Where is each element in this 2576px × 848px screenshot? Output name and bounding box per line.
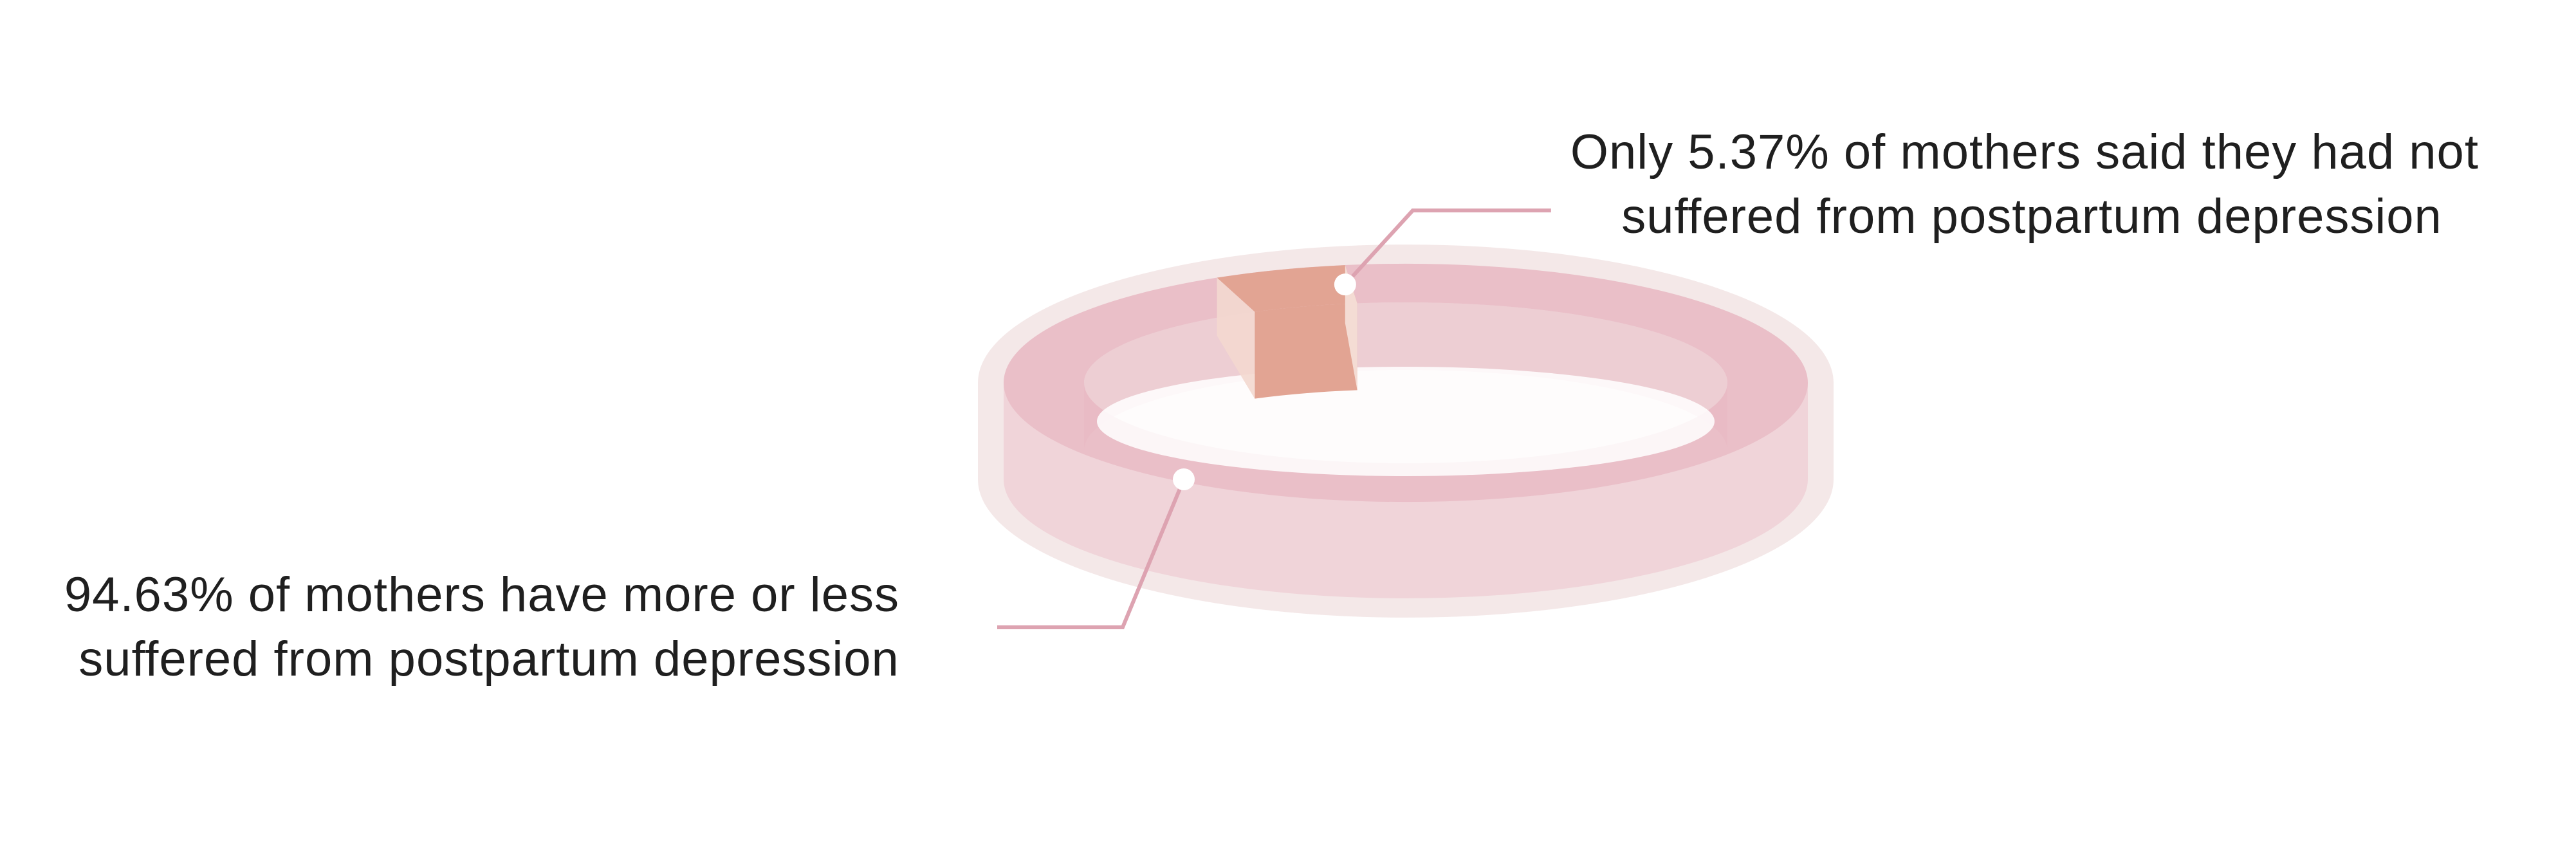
ring-outer-wall — [1004, 383, 1808, 598]
ring-hole — [1097, 367, 1715, 476]
callout-main-line-1: 94.63% of mothers have more or less — [64, 567, 899, 622]
slice-highlight-top — [1217, 265, 1357, 312]
leader-line-main — [997, 478, 1186, 629]
callout-main-line-2: suffered from postpartum depression — [78, 632, 899, 687]
slice-highlight-front — [1255, 303, 1357, 399]
callout-label-highlighted: Only 5.37% of mothers said they had not … — [1570, 125, 2493, 244]
leader-dot-main — [1173, 468, 1195, 490]
leader-dot-highlighted — [1334, 273, 1356, 296]
slice-highlight-edge-right — [1345, 265, 1357, 391]
callout-highlighted-line-1: Only 5.37% of mothers said they had not — [1570, 125, 2479, 180]
callout-label-main: 94.63% of mothers have more or less suff… — [64, 567, 914, 687]
callout-highlighted-line-2: suffered from postpartum depression — [1621, 189, 2442, 244]
leader-line-highlighted — [1343, 208, 1551, 286]
slice-highlight-edge-left — [1217, 277, 1255, 399]
slice-highlight-group — [1217, 265, 1357, 399]
